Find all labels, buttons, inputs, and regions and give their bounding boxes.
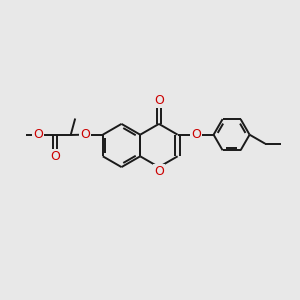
Text: O: O xyxy=(154,165,164,178)
Text: O: O xyxy=(50,150,60,163)
Text: O: O xyxy=(154,94,164,107)
Text: O: O xyxy=(33,128,43,141)
Text: O: O xyxy=(80,128,90,141)
Text: O: O xyxy=(191,128,201,141)
